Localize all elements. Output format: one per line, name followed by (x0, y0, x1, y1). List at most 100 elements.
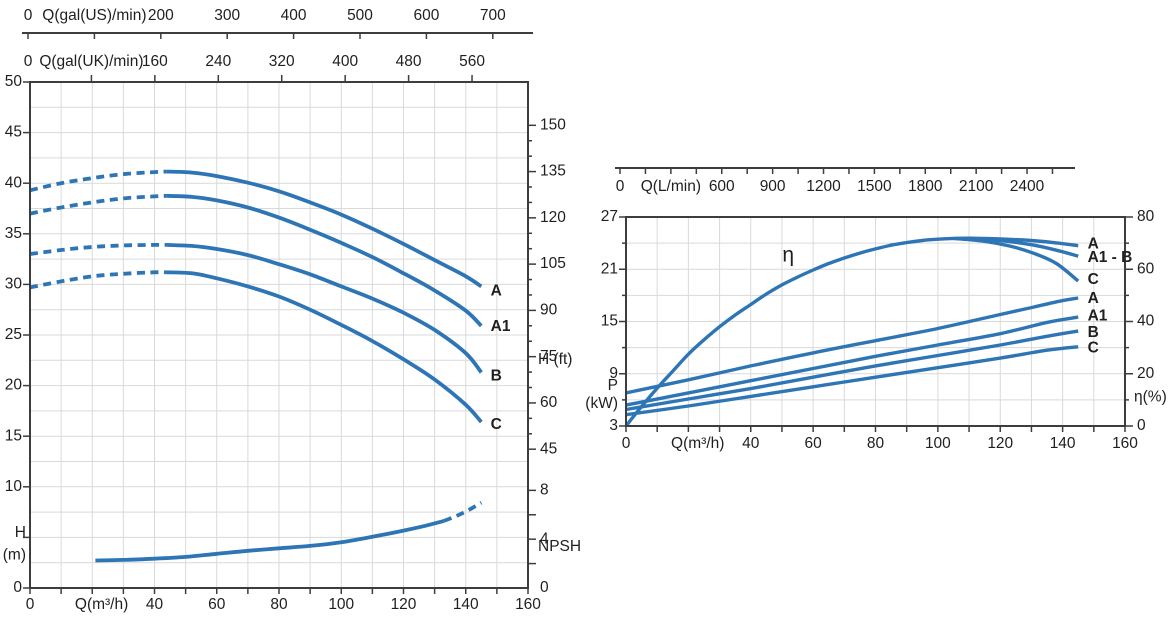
uk-axis-tick-label: 240 (205, 53, 231, 70)
curve-label-B: B (491, 368, 502, 385)
y-axis-tick-label: 27 (601, 208, 618, 225)
y-axis-unit: H (15, 524, 26, 541)
y2-axis-unit: H (ft) (538, 351, 572, 368)
curve-C (166, 270, 483, 424)
curve-B (166, 243, 483, 374)
y2-axis-unit: η(%) (1134, 388, 1167, 405)
x-axis-tick-label: 0 (26, 596, 35, 613)
y2-axis-tick-label: 80 (1137, 208, 1155, 225)
lmin-axis-unit: Q(L/min) (641, 178, 701, 195)
x-axis-tick-label: 40 (146, 596, 164, 613)
npsh-tick-label: 4 (540, 530, 549, 547)
curve-eta-C (953, 236, 1080, 283)
lmin-axis-tick-label: 2400 (1010, 178, 1045, 195)
uk-axis-tick-label: 160 (142, 53, 168, 70)
curve-label-A1-B: A1 - B (1088, 249, 1133, 266)
x-axis-tick-label: 120 (391, 596, 417, 613)
chart-head-capacity-npsh: 0 40 60 80 100 120 140 160Q(m³/h)50454035302520… (3, 7, 585, 613)
x-axis-unit: Q(m³/h) (671, 435, 724, 452)
y2-axis-tick-label: 105 (540, 255, 566, 272)
curve-label-C: C (1088, 271, 1099, 288)
curve-NPSH-dashed (443, 500, 483, 523)
x-axis-tick-label: 160 (1112, 435, 1138, 452)
chart-power-efficiency: 0 40 60 80 100 120 140 160 Q(m³/h) 27 21 15 9 3 P(kW) 8… (585, 167, 1167, 452)
y2-axis-tick-label: 135 (540, 163, 566, 180)
x-axis-tick-label: 160 (515, 596, 541, 613)
x-axis-tick-label: 100 (925, 435, 951, 452)
x-axis-tick-label: 60 (208, 596, 226, 613)
us-axis-tick-label: 400 (281, 7, 307, 24)
y-axis-tick-label: 50 (5, 73, 23, 90)
x-axis-tick-label: 0 (622, 435, 631, 452)
curve-label-C: C (491, 416, 502, 433)
y2-axis-tick-label: 40 (1137, 313, 1155, 330)
us-axis-tick-label: 200 (148, 7, 174, 24)
x-axis-tick-label: 60 (805, 435, 823, 452)
lmin-axis-tick-label: 900 (760, 178, 786, 195)
y-axis-tick-label: 10 (5, 478, 23, 495)
curve-A1-dashed (29, 194, 167, 216)
us-axis-tick-label: 700 (480, 7, 506, 24)
curve-label-A1: A1 (1088, 307, 1108, 324)
x-axis-tick-label: 40 (742, 435, 760, 452)
curve-label-A: A (1088, 236, 1099, 253)
grid (30, 82, 528, 588)
curve-label-B: B (1088, 324, 1099, 341)
curve-A1 (166, 194, 483, 328)
eta-annotation: η (782, 244, 794, 267)
y2-axis-tick-label: 90 (540, 301, 558, 318)
x-axis-tick-label: 100 (328, 596, 354, 613)
y-axis-tick-label: 30 (5, 275, 23, 292)
y2-axis-tick-label: 45 (540, 440, 557, 457)
y2-axis-tick-label: 120 (540, 209, 566, 226)
y2-axis-tick-label: 0 (1137, 417, 1146, 434)
lmin-axis-tick-label: 1800 (908, 178, 943, 195)
curve-A (166, 169, 483, 288)
curve-P-B (625, 329, 1079, 412)
lmin-axis-tick-label: 1200 (806, 178, 841, 195)
y-axis-tick-label: 35 (5, 225, 22, 242)
us-axis-tick-label: 600 (413, 7, 439, 24)
curve-label-C: C (1088, 340, 1099, 357)
x-axis-tick-label: 140 (453, 596, 479, 613)
y-axis-tick-label: 3 (609, 417, 618, 434)
uk-axis-tick-label: 0 (24, 53, 33, 70)
curve-B-dashed (29, 242, 167, 256)
y-axis-tick-label: 0 (13, 579, 22, 596)
uk-axis-tick-label: 400 (332, 53, 358, 70)
axes: 0 40 60 80 100 120 140 160Q(m³/h)50454035302520… (3, 7, 585, 613)
y-axis-tick-label: 20 (5, 377, 23, 394)
y-axis-unit: (m) (3, 547, 26, 564)
y-axis-unit: P (608, 377, 618, 394)
npsh-axis-unit: NPSH (m) (538, 538, 585, 555)
y-axis-unit: (kW) (585, 395, 618, 412)
x-axis-tick-label: 80 (270, 596, 288, 613)
curve-label-A: A (491, 283, 502, 300)
curves (29, 169, 483, 563)
curve-eta (624, 236, 970, 428)
npsh-tick-label: 0 (540, 579, 549, 596)
curve-C-dashed (29, 270, 167, 290)
us-axis-unit: Q(gal(US)/min) (42, 7, 146, 24)
y-axis-tick-label: 25 (5, 326, 22, 343)
y2-axis-tick-label: 60 (540, 394, 558, 411)
curve-P-A1 (625, 315, 1079, 407)
x-axis-tick-label: 140 (1050, 435, 1076, 452)
uk-axis-tick-label: 560 (459, 53, 485, 70)
lmin-axis-tick-label: 0 (616, 178, 625, 195)
curve-NPSH (95, 519, 445, 563)
curve-eta-A1-B (968, 236, 1079, 258)
y2-axis-tick-label: 60 (1137, 260, 1155, 277)
us-axis-tick-label: 500 (347, 7, 373, 24)
curve-A-dashed (29, 169, 167, 193)
curve-label-A1: A1 (491, 318, 511, 335)
curve-label-A: A (1088, 290, 1099, 307)
y2-axis-tick-label: 150 (540, 116, 566, 133)
lmin-axis-tick-label: 600 (709, 178, 735, 195)
uk-axis-tick-label: 320 (269, 53, 295, 70)
y-axis-tick-label: 45 (5, 124, 22, 141)
x-axis-tick-label: 120 (987, 435, 1013, 452)
y2-axis-tick-label: 75 (540, 348, 557, 365)
us-axis-tick-label: 0 (24, 7, 33, 24)
